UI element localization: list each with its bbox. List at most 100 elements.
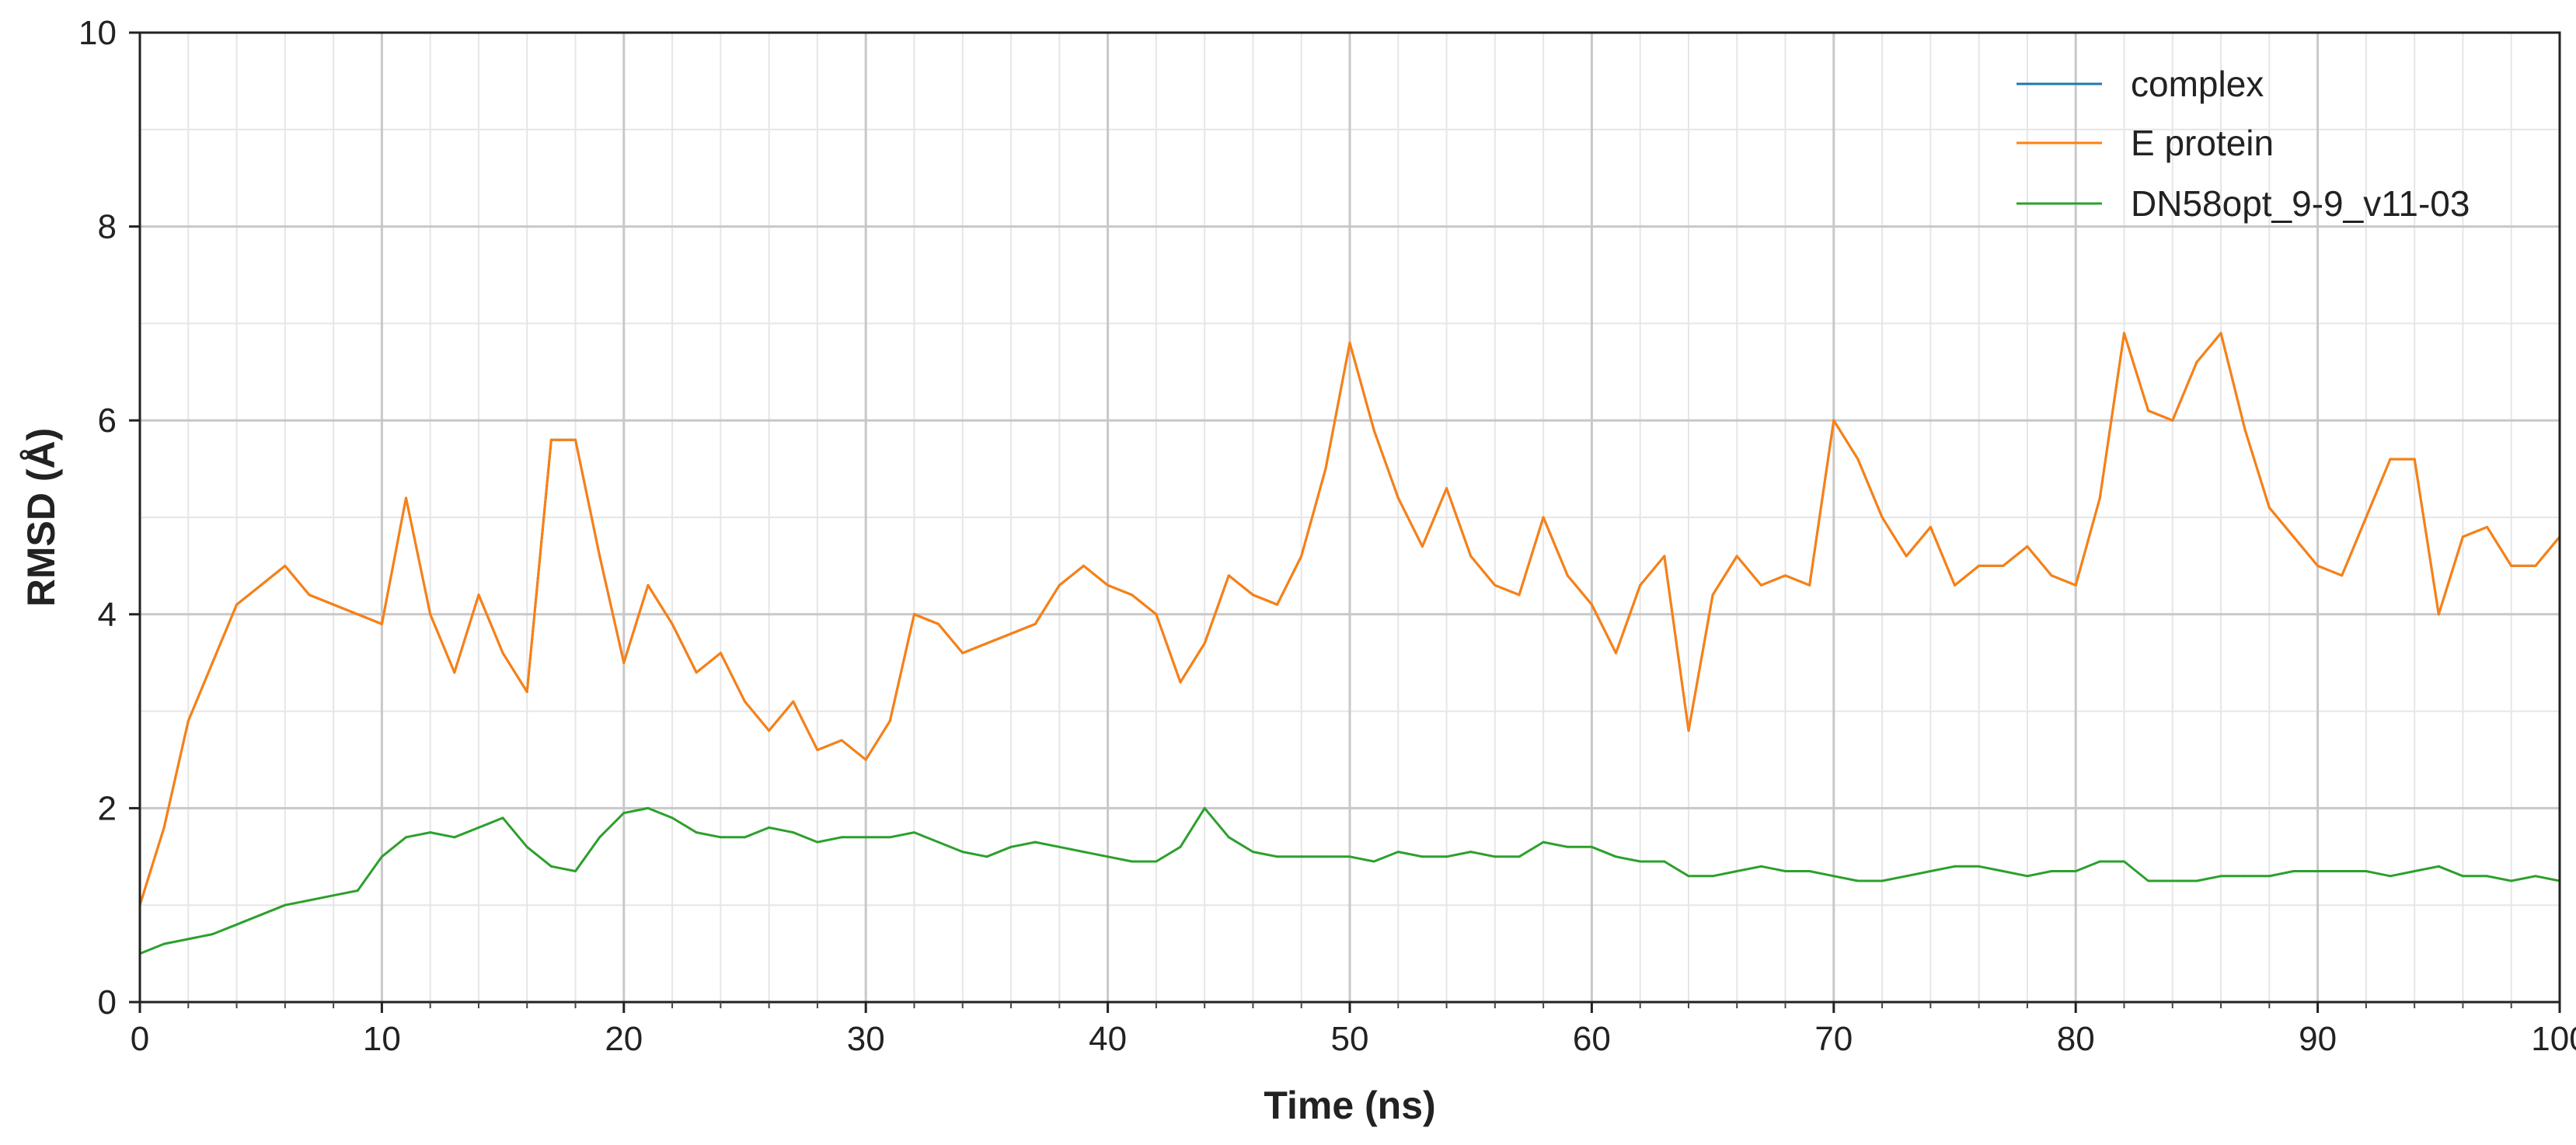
series-line-e-protein-point	[744, 700, 746, 703]
series-line-dn58opt-9-9-v11-03-point	[1420, 855, 1424, 858]
x-axis-title: Time (ns)	[1264, 1084, 1435, 1127]
series-line-dn58opt-9-9-v11-03-point	[768, 826, 771, 829]
series-line-dn58opt-9-9-v11-03-point	[1518, 855, 1521, 858]
x-tick-label: 0	[131, 1020, 149, 1058]
y-tick-label: 2	[98, 789, 117, 827]
series-line-dn58opt-9-9-v11-03-point	[2147, 879, 2150, 882]
series-lines	[138, 332, 2561, 955]
series-line-e-protein-point	[1082, 564, 1085, 567]
series-line-e-protein-point	[985, 642, 988, 645]
series-line-e-protein-point	[816, 749, 819, 751]
series-line-dn58opt-9-9-v11-03-point	[913, 831, 915, 834]
series-line-e-protein-point	[2316, 564, 2320, 567]
series-line-e-protein-point	[1494, 583, 1497, 586]
series-line-dn58opt-9-9-v11-03-point	[211, 933, 214, 936]
series-line-dn58opt-9-9-v11-03-point	[525, 845, 528, 848]
series-line-e-protein-point	[1856, 458, 1860, 461]
minor-gridlines	[140, 33, 2560, 1002]
series-line-e-protein-point	[1954, 583, 1956, 586]
series-line-dn58opt-9-9-v11-03-point	[2389, 875, 2392, 878]
series-line-e-protein-point	[2195, 360, 2198, 364]
series-line-dn58opt-9-9-v11-03-point	[429, 831, 432, 834]
series-line-dn58opt-9-9-v11-03-point	[2195, 879, 2198, 882]
series-line-e-protein-point	[549, 438, 552, 441]
series-line-dn58opt-9-9-v11-03-point	[1155, 860, 1158, 863]
series-line-dn58opt-9-9-v11-03-point	[744, 836, 746, 839]
series-line-e-protein-point	[1929, 526, 1932, 528]
series-line-dn58opt-9-9-v11-03-point	[1494, 855, 1497, 858]
series-line-dn58opt-9-9-v11-03-point	[1058, 845, 1061, 848]
y-tick-labels: 0 2 4 6 8 10	[78, 14, 117, 1021]
series-line-dn58opt-9-9-v11-03-point	[1711, 875, 1714, 878]
legend-label-dn58opt: DN58opt_9-9_v11-03	[2131, 183, 2470, 224]
series-line-dn58opt-9-9-v11-03-point	[2461, 875, 2464, 878]
series-line-e-protein-point	[1420, 545, 1424, 548]
series-line-dn58opt-9-9-v11-03-point	[598, 836, 601, 839]
series-line-dn58opt-9-9-v11-03-point	[1372, 860, 1375, 863]
series-line-dn58opt-9-9-v11-03-point	[2341, 870, 2344, 872]
series-line-e-protein-point	[1058, 583, 1061, 586]
series-line-e-protein-point	[937, 622, 940, 625]
legend-label-e-protein: E protein	[2131, 123, 2274, 163]
series-line-e-protein-point	[2437, 613, 2440, 616]
series-line-e-protein-point	[2002, 564, 2005, 567]
series-line-dn58opt-9-9-v11-03-point	[2534, 875, 2537, 878]
series-line-dn58opt-9-9-v11-03-point	[671, 816, 674, 820]
series-line-e-protein-point	[2292, 535, 2295, 538]
series-line-dn58opt-9-9-v11-03-point	[1808, 870, 1811, 872]
series-line-dn58opt-9-9-v11-03-point	[888, 836, 891, 839]
series-line-e-protein-point	[913, 613, 915, 616]
series-line-dn58opt-9-9-v11-03-point	[1276, 855, 1279, 858]
series-line-e-protein-point	[2243, 429, 2247, 432]
series-line-dn58opt-9-9-v11-03-point	[1445, 855, 1448, 858]
series-line-e-protein-point	[380, 622, 383, 625]
series-line-dn58opt-9-9-v11-03-point	[985, 855, 988, 858]
series-line-e-protein-point	[888, 719, 891, 722]
series-line-dn58opt-9-9-v11-03-point	[1131, 860, 1134, 863]
series-line-dn58opt-9-9-v11-03-point	[2098, 860, 2101, 863]
series-line-dn58opt-9-9-v11-03-point	[260, 914, 263, 917]
series-line-dn58opt-9-9-v11-03-point	[1469, 851, 1473, 854]
series-line-e-protein-point	[2026, 545, 2029, 548]
series-line-e-protein-point	[1396, 496, 1400, 499]
series-line-e-protein-point	[1784, 574, 1786, 577]
series-line-e-protein-point	[235, 603, 239, 606]
series-line-dn58opt-9-9-v11-03-point	[2123, 860, 2125, 863]
series-line-e-protein-point	[2050, 574, 2053, 577]
series-line-dn58opt-9-9-v11-03-point	[2316, 870, 2320, 872]
series-line-dn58opt-9-9-v11-03-point	[2074, 870, 2077, 872]
series-line-dn58opt-9-9-v11-03-point	[647, 806, 650, 809]
series-line-e-protein-point	[1566, 574, 1569, 577]
series-line-e-protein-point	[1155, 613, 1158, 616]
series-line-e-protein-point	[2413, 458, 2416, 461]
series-line-dn58opt-9-9-v11-03-point	[477, 826, 480, 829]
x-tick-labels: 0 10 20 30 40 50 60 70 80 90 100	[131, 1020, 2576, 1058]
series-line-e-protein-point	[2486, 526, 2489, 528]
series-line-e-protein-point	[284, 564, 287, 567]
series-line-dn58opt-9-9-v11-03-point	[2437, 865, 2440, 868]
series-line-dn58opt-9-9-v11-03-point	[1759, 865, 1762, 868]
series-line-e-protein-point	[2147, 409, 2150, 412]
x-tick-label: 60	[1573, 1020, 1611, 1058]
series-line-dn58opt-9-9-v11-03-point	[380, 855, 383, 858]
x-tick-label: 80	[2057, 1020, 2095, 1058]
series-line-e-protein-point	[1372, 429, 1375, 432]
series-line-e-protein-point	[1590, 603, 1593, 606]
series-line-dn58opt-9-9-v11-03-point	[1324, 855, 1327, 858]
series-line-e-protein-point	[2365, 516, 2368, 519]
series-line-e-protein-point	[1227, 574, 1230, 577]
y-tick-label: 6	[98, 402, 117, 440]
series-line-e-protein-point	[961, 652, 964, 655]
series-line-dn58opt-9-9-v11-03-point	[1856, 879, 1860, 882]
legend: complex E protein DN58opt_9-9_v11-03	[2017, 64, 2470, 224]
series-line-e-protein-point	[356, 613, 359, 616]
series-line-e-protein-point	[1832, 419, 1835, 422]
series-line-e-protein-point	[1445, 487, 1448, 490]
series-line-dn58opt-9-9-v11-03-point	[961, 851, 964, 854]
series-line-dn58opt-9-9-v11-03-point	[1905, 875, 1908, 878]
series-line-e-protein-point	[162, 826, 166, 829]
series-line-dn58opt-9-9-v11-03-point	[1082, 851, 1085, 854]
series-line-e-protein-point	[2341, 574, 2344, 577]
series-line-e-protein-point	[501, 652, 504, 655]
